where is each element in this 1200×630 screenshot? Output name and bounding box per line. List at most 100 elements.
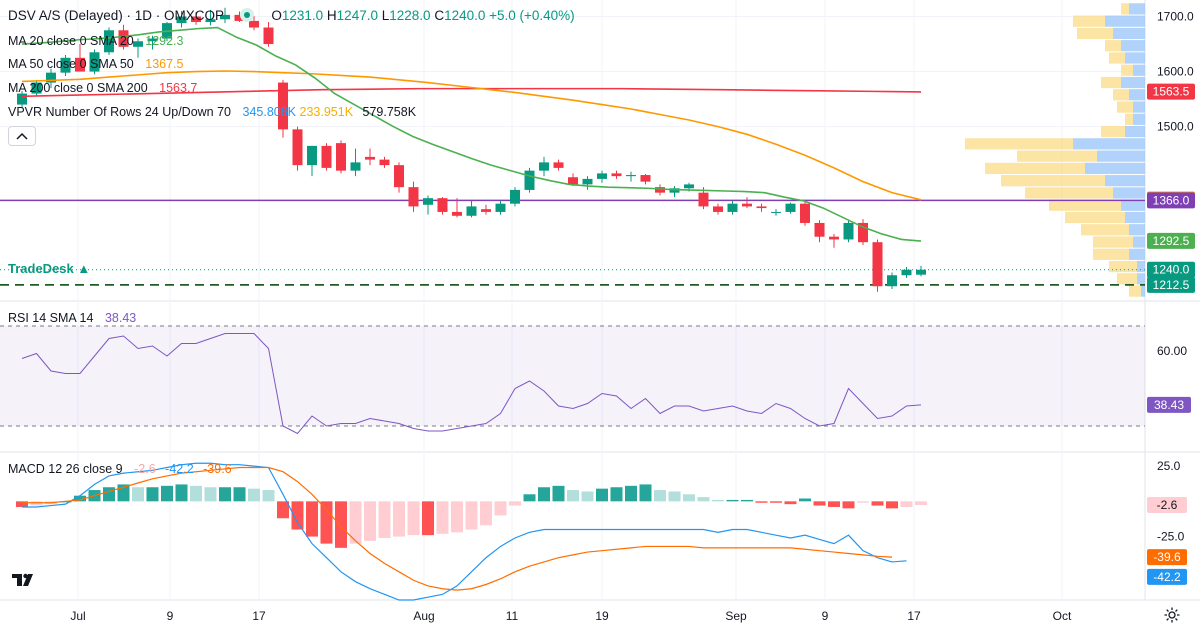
x-tick-label: Sep [725, 609, 747, 623]
macd-hist-bar [900, 501, 913, 507]
x-tick-label: Aug [413, 609, 434, 623]
macd-hist-bar [161, 485, 173, 502]
candle-body [292, 129, 303, 166]
candle-body [75, 57, 85, 72]
candle-body [437, 198, 448, 212]
macd-hist-bar [741, 499, 753, 502]
candle-body [46, 72, 56, 83]
macd-hist-bar [204, 487, 217, 502]
macd-hist-bar [465, 501, 478, 530]
vpvr-down-bar [1081, 224, 1129, 236]
vpvr-up-bar [1137, 273, 1145, 285]
macd-label: MACD 12 26 close 9 [8, 462, 123, 476]
macd-hist-bar [451, 501, 463, 533]
macd-hist-bar [74, 495, 86, 502]
vpvr-up-bar [1133, 113, 1145, 125]
ma200-line [21, 87, 922, 98]
candle-body [336, 143, 346, 171]
vpvr-down-bar [1093, 248, 1129, 260]
ma20-legend[interactable]: MA 20 close 0 SMA 20 1292.3 [8, 33, 183, 49]
high-value: 1247.0 [336, 8, 378, 23]
vpvr-down-bar [1077, 27, 1113, 40]
candle-body [423, 198, 433, 205]
candle-body [205, 19, 216, 23]
candle-body [17, 93, 27, 105]
candle-body [278, 82, 288, 130]
candle-body [365, 156, 375, 160]
candle-body [263, 27, 274, 45]
candle-body [829, 236, 839, 240]
candle-body [553, 162, 564, 168]
candle-body [147, 38, 158, 42]
x-tick-label: Oct [1053, 609, 1072, 623]
vpvr-up-bar [1105, 175, 1145, 187]
vpvr-up-bar [1137, 260, 1145, 273]
macd-hist-bar [219, 487, 231, 502]
macd-hist-bar [668, 491, 681, 502]
collapse-legend-button[interactable] [8, 126, 36, 146]
x-tick-label: 17 [252, 609, 266, 623]
price-badge [1147, 192, 1195, 209]
candle-body [481, 209, 491, 212]
ma50-legend[interactable]: MA 50 close 0 SMA 50 1367.5 [8, 56, 183, 72]
candle-body [872, 242, 883, 287]
gear-icon[interactable] [1163, 606, 1181, 624]
macd-hist-bar [857, 501, 869, 503]
tradingview-logo-icon[interactable] [10, 570, 38, 590]
macd-hist-bar [755, 501, 768, 503]
price-badge-label: 1366.0 [1153, 193, 1190, 207]
vpvr-down-bar [1001, 175, 1105, 187]
symbol-title[interactable]: DSV A/S (Delayed) · 1D · OMXCOP [8, 8, 224, 23]
vpvr-down-bar [1017, 150, 1097, 162]
candle-body [626, 175, 636, 177]
macd-hist-value: -2.6 [134, 462, 156, 476]
price-tick-label: 1700.0 [1157, 10, 1194, 24]
vpvr-up-bar [1121, 76, 1145, 89]
candle-body [408, 187, 419, 207]
ma200-legend[interactable]: MA 200 close 0 SMA 200 1563.7 [8, 80, 197, 96]
x-tick-label: 9 [167, 609, 174, 623]
macd-hist-bar [306, 501, 318, 537]
candle-body [640, 175, 651, 182]
candle-body [176, 16, 187, 24]
macd-hist-bar [190, 485, 202, 502]
rsi-legend[interactable]: RSI 14 SMA 14 38.43 [8, 310, 136, 326]
macd-hist-bar [262, 490, 275, 502]
vpvr-down-bar [1109, 52, 1125, 64]
rsi-tick-label: 60.00 [1157, 344, 1187, 358]
vpvr-up-bar [1125, 125, 1145, 138]
candle-body [249, 20, 259, 28]
candle-body [669, 188, 680, 193]
macd-badge [1147, 496, 1187, 513]
ma50-label: MA 50 close 0 SMA 50 [8, 57, 134, 71]
ma50-line [21, 70, 922, 201]
brand-label[interactable]: TradeDesk ▲ [8, 261, 91, 276]
macd-hist-bar [625, 485, 637, 502]
vpvr-legend[interactable]: VPVR Number Of Rows 24 Up/Down 70 345.80… [8, 104, 416, 120]
vpvr-down-bar [1093, 236, 1133, 248]
high-label: H [326, 8, 337, 23]
candle-body [510, 189, 520, 204]
macd-hist-bar [407, 501, 420, 536]
candle-body [220, 14, 230, 20]
candle-body [800, 203, 810, 223]
macd-hist-bar [436, 501, 449, 534]
vpvr-total-value: 579.758K [362, 105, 417, 119]
vpvr-down-bar [1025, 187, 1113, 199]
macd-hist-bar [886, 501, 898, 509]
candle-body [858, 222, 868, 243]
ma50-value: 1367.5 [145, 57, 184, 71]
candle-body [698, 192, 709, 207]
macd-hist-bar [784, 501, 797, 505]
macd-hist-bar [146, 487, 159, 502]
vpvr-down-bar [1121, 64, 1133, 76]
macd-hist-bar [799, 498, 811, 502]
macd-legend[interactable]: MACD 12 26 close 9 -2.6 -42.2 -39.6 [8, 461, 232, 477]
price-badge [1147, 261, 1195, 278]
macd-hist-bar [480, 501, 492, 526]
candle-body [597, 173, 607, 179]
macd-hist-bar [654, 490, 666, 502]
candle-body [843, 222, 854, 240]
macd-badge-label: -39.6 [1153, 550, 1181, 564]
